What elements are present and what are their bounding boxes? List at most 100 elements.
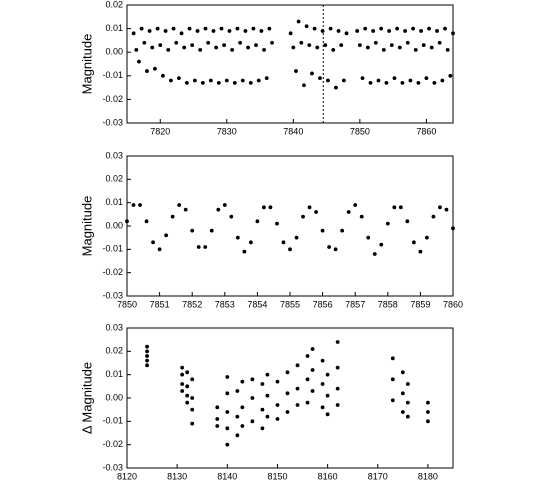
point xyxy=(405,400,410,405)
point xyxy=(320,228,325,233)
y-tick-label: -0.02 xyxy=(102,439,123,449)
point xyxy=(310,389,315,393)
point xyxy=(398,205,403,210)
point xyxy=(260,382,265,386)
point xyxy=(400,370,405,375)
point xyxy=(310,368,315,372)
point xyxy=(315,45,320,50)
point xyxy=(240,78,245,83)
point xyxy=(400,80,405,85)
point xyxy=(200,80,205,85)
point xyxy=(260,426,265,431)
x-tick-label: 8180 xyxy=(418,471,438,480)
point xyxy=(429,45,434,50)
point xyxy=(355,29,360,33)
point xyxy=(320,29,325,33)
point xyxy=(325,412,330,417)
point xyxy=(438,205,442,210)
point xyxy=(323,43,328,48)
point xyxy=(206,40,211,45)
point xyxy=(275,221,279,226)
x-tick-label: 7855 xyxy=(280,299,300,309)
point xyxy=(392,76,397,81)
point xyxy=(131,203,136,207)
point xyxy=(225,426,230,431)
point xyxy=(360,76,365,81)
point xyxy=(171,26,176,31)
point xyxy=(187,26,192,31)
point xyxy=(325,393,330,398)
point xyxy=(443,26,447,31)
point xyxy=(320,382,325,386)
point xyxy=(296,19,301,24)
point xyxy=(248,240,253,245)
point xyxy=(235,433,240,438)
point xyxy=(184,80,189,85)
point xyxy=(334,85,338,90)
point xyxy=(256,78,261,83)
point xyxy=(335,386,340,391)
point xyxy=(363,26,368,31)
point xyxy=(251,26,256,31)
point xyxy=(405,414,410,419)
point xyxy=(366,235,371,240)
point xyxy=(390,356,395,361)
point xyxy=(448,73,453,78)
point xyxy=(246,45,250,50)
y-tick-label: 0.01 xyxy=(105,369,123,379)
y-tick-label: -0.03 xyxy=(102,462,123,472)
point xyxy=(145,354,149,358)
x-tick-label: 8140 xyxy=(217,471,237,480)
point xyxy=(145,363,149,368)
point xyxy=(139,26,144,31)
x-tick-label: 7858 xyxy=(378,299,398,309)
point xyxy=(225,410,230,414)
point xyxy=(216,207,221,212)
point xyxy=(312,26,317,31)
y-tick-label: -0.02 xyxy=(102,94,123,104)
point xyxy=(304,24,309,29)
point xyxy=(320,405,325,410)
point xyxy=(426,419,430,424)
point xyxy=(403,29,407,33)
point xyxy=(147,29,152,33)
point xyxy=(384,80,389,85)
y-tick-label: -0.01 xyxy=(102,70,123,80)
point xyxy=(265,393,270,398)
point xyxy=(163,29,168,33)
x-tick-label: 7857 xyxy=(345,299,365,309)
point xyxy=(179,31,184,36)
point xyxy=(155,26,160,31)
point xyxy=(445,47,450,52)
point xyxy=(185,370,190,375)
point xyxy=(371,29,376,33)
plot-frame xyxy=(126,155,454,297)
point xyxy=(405,382,410,386)
point xyxy=(307,43,312,48)
point xyxy=(185,393,190,398)
point xyxy=(440,78,445,83)
point xyxy=(203,26,208,31)
point xyxy=(215,405,220,410)
point xyxy=(411,240,416,245)
point xyxy=(259,29,264,33)
point xyxy=(411,26,415,31)
point xyxy=(340,228,345,233)
point xyxy=(405,40,410,45)
point xyxy=(385,221,390,226)
point xyxy=(341,78,346,83)
point xyxy=(339,43,344,48)
x-tick-label: 8120 xyxy=(117,471,137,480)
point xyxy=(424,76,429,81)
point xyxy=(145,349,149,354)
x-tick-label: 7854 xyxy=(247,299,267,309)
point xyxy=(389,43,394,48)
y-tick-label: 0.00 xyxy=(105,220,123,230)
point xyxy=(295,363,300,368)
point xyxy=(281,240,286,245)
point xyxy=(328,26,333,31)
point xyxy=(451,31,455,36)
x-tick-label: 7851 xyxy=(150,299,170,309)
point xyxy=(222,43,227,48)
point xyxy=(232,80,237,85)
